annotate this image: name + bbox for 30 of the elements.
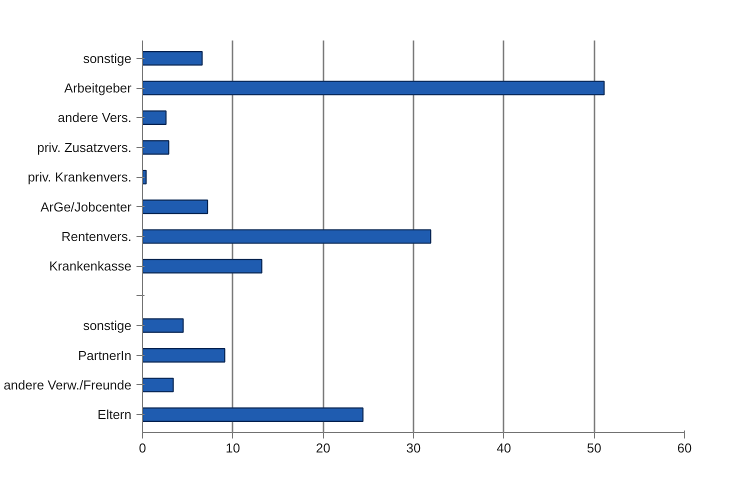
bar: [142, 80, 605, 96]
y-tick-label: ArGe/Jobcenter: [40, 199, 132, 214]
x-tick-label: 50: [586, 440, 602, 456]
y-tick-label: andere Vers.: [58, 110, 132, 126]
y-tick-label: Rentenvers.: [61, 229, 132, 244]
bar: [142, 110, 167, 125]
y-tick-label: PartnerIn: [78, 348, 132, 363]
x-tick-label: 40: [496, 440, 512, 456]
x-tick-label: 20: [316, 440, 330, 456]
y-tick-label: Krankenkasse: [49, 258, 132, 274]
y-tick-label: Arbeitgeber: [64, 80, 132, 96]
bar: [142, 348, 226, 363]
y-tick-label: Eltern: [98, 407, 132, 422]
bar: [142, 200, 208, 214]
x-tick-label: 0: [138, 440, 146, 456]
x-tick-label: 30: [406, 440, 421, 456]
y-tick-label: priv. Zusatzvers.: [37, 140, 132, 155]
bar: [142, 407, 364, 422]
bar: [142, 140, 170, 155]
bar: [142, 318, 184, 333]
bar: [142, 229, 432, 244]
y-tick-label: priv. Krankenvers.: [28, 170, 132, 185]
x-tick-label: 10: [226, 440, 240, 456]
bar: [142, 378, 174, 392]
bar: [142, 51, 203, 66]
y-tick-label: andere Verw./Freunde: [4, 377, 132, 392]
y-tick-label: sonstige: [83, 50, 132, 66]
x-tick-label: 60: [677, 440, 692, 456]
bar: [142, 258, 262, 274]
y-tick-label: sonstige: [83, 318, 132, 334]
